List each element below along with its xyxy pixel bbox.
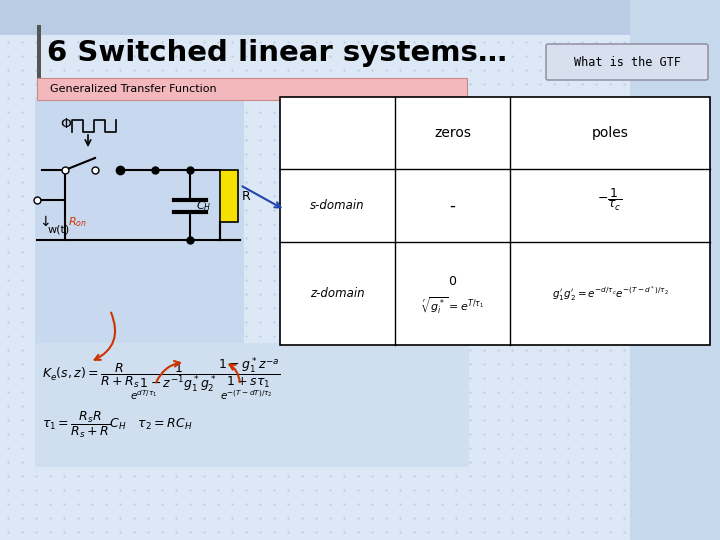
Text: $\sqrt[r]{g_i^*}=e^{T/\tau_1}$: $\sqrt[r]{g_i^*}=e^{T/\tau_1}$ [421, 295, 484, 316]
Bar [37, 25, 41, 80]
Text: -: - [449, 197, 456, 214]
Text: $\downarrow$: $\downarrow$ [37, 215, 50, 229]
Text: w(t): w(t) [48, 225, 71, 235]
Text: Generalized Transfer Function: Generalized Transfer Function [50, 84, 217, 94]
Text: 6 Switched linear systems…: 6 Switched linear systems… [47, 39, 507, 67]
Text: $\Phi$: $\Phi$ [60, 117, 72, 131]
Text: $-\dfrac{1}{\tau_c}$: $-\dfrac{1}{\tau_c}$ [598, 186, 623, 213]
Text: What is the GTF: What is the GTF [574, 56, 680, 69]
Text: R: R [242, 190, 251, 202]
FancyBboxPatch shape [35, 343, 469, 467]
Text: $g_1'g_2'=e^{-d/\tau_c}e^{-(T-d^*)/\tau_2}$: $g_1'g_2'=e^{-d/\tau_c}e^{-(T-d^*)/\tau_… [552, 285, 668, 302]
Bar [37, 78, 467, 100]
Text: $e^{dT/\tau_1}$: $e^{dT/\tau_1}$ [130, 388, 158, 402]
Text: zeros: zeros [434, 126, 471, 140]
Text: $C_H$: $C_H$ [196, 199, 212, 213]
Bar [280, 97, 710, 345]
Bar [0, 0, 720, 35]
Text: $R_{on}$: $R_{on}$ [68, 215, 87, 229]
Text: poles: poles [592, 126, 629, 140]
Bar [630, 0, 720, 540]
Bar [220, 170, 238, 222]
FancyBboxPatch shape [546, 44, 708, 80]
Text: $0$: $0$ [448, 275, 457, 288]
Text: $e^{-(T-dT)/\tau_2}$: $e^{-(T-dT)/\tau_2}$ [220, 388, 273, 402]
Text: $\tau_1=\dfrac{R_s R}{R_s+R}C_H\quad\tau_2=RC_H$: $\tau_1=\dfrac{R_s R}{R_s+R}C_H\quad\tau… [42, 410, 192, 440]
Text: $K_e(s,z)=\dfrac{R}{R+R_s}\dfrac{1}{1-z^{-1}g_1^*g_2^*}\dfrac{1-g_1^*z^{-a}}{1+s: $K_e(s,z)=\dfrac{R}{R+R_s}\dfrac{1}{1-z^… [42, 355, 280, 394]
FancyBboxPatch shape [35, 100, 244, 347]
Text: s-domain: s-domain [310, 199, 365, 212]
Text: z-domain: z-domain [310, 287, 365, 300]
